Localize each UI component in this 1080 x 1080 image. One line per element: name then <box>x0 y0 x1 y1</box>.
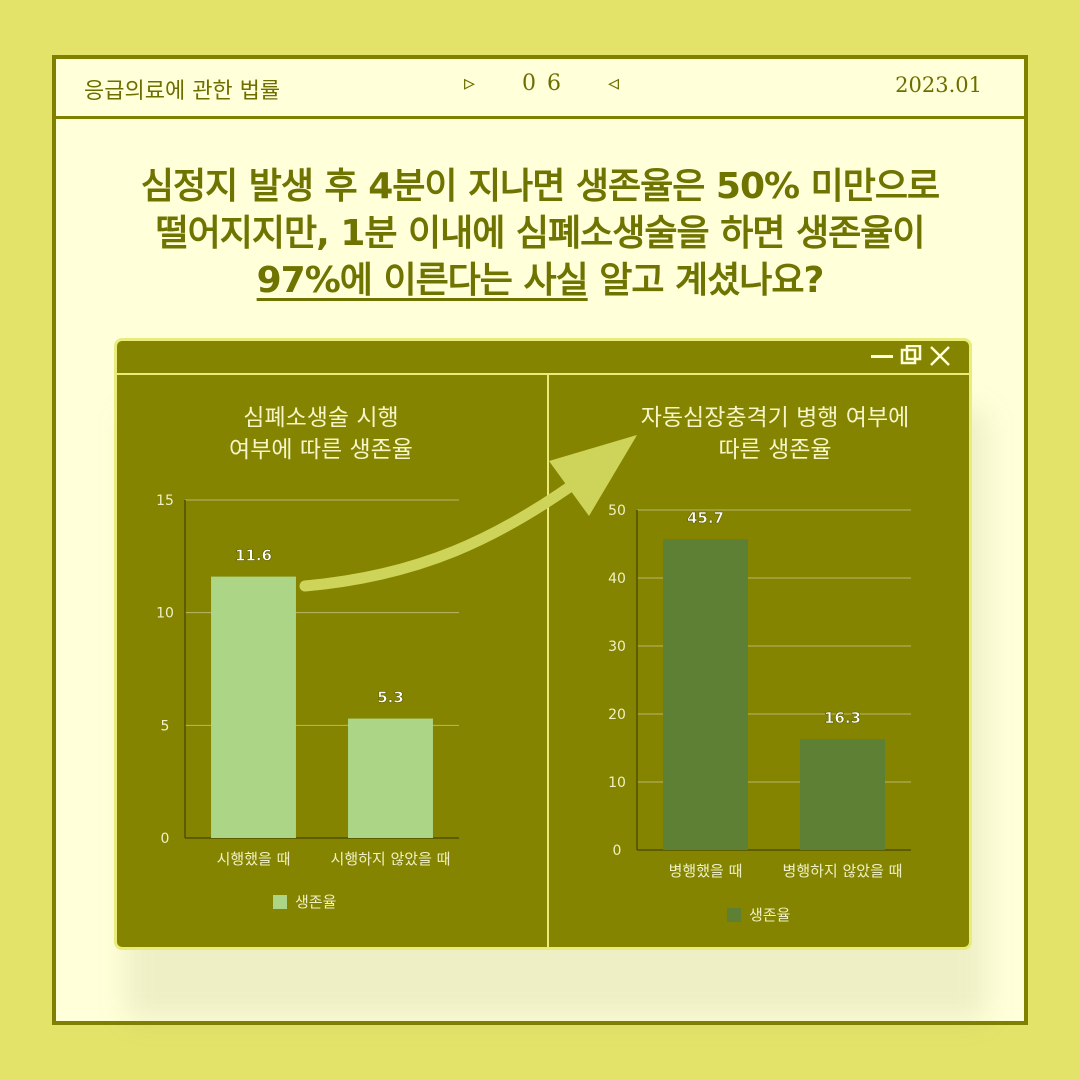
headline-line-1: 심정지 발생 후 4분이 지나면 생존율은 50% 미만으로 <box>140 166 940 207</box>
y-tick-label: 0 <box>161 831 170 847</box>
date-label: 2023.01 <box>895 73 982 97</box>
x-tick-label: 시행하지 않았을 때 <box>331 850 451 868</box>
chart-title-line: 여부에 따른 생존율 <box>229 437 413 463</box>
data-label: 45.7 <box>687 509 724 527</box>
legend-swatch <box>727 908 741 922</box>
x-tick-label: 시행했을 때 <box>217 850 291 868</box>
bar <box>211 576 296 838</box>
x-tick-label: 병행하지 않았을 때 <box>783 862 903 880</box>
data-label: 16.3 <box>824 709 861 727</box>
top-bar: 응급의료에 관한 법률 ▹ 0 6 ◃ 2023.01 <box>56 59 1024 119</box>
window-title-bar <box>117 341 969 375</box>
y-tick-label: 5 <box>161 718 170 734</box>
y-tick-label: 10 <box>608 775 626 791</box>
document-title: 응급의료에 관한 법률 <box>84 79 281 104</box>
y-tick-label: 30 <box>608 639 626 655</box>
legend-label: 생존율 <box>749 906 790 924</box>
bar <box>800 739 885 850</box>
page-indicator: ▹ 0 6 ◃ <box>456 71 629 96</box>
prev-arrow-icon[interactable]: ▹ <box>464 71 478 96</box>
headline-line-3-rest: 알고 계셨나요? <box>587 260 824 301</box>
headline-line-3: 97%에 이른다는 사실 알고 계셨나요? <box>56 257 1024 304</box>
restore-icon[interactable] <box>900 345 922 365</box>
window-controls <box>871 345 950 366</box>
y-tick-label: 50 <box>608 503 626 519</box>
close-icon[interactable] <box>930 346 950 366</box>
bar <box>663 539 748 850</box>
trend-arrow-icon <box>299 435 637 592</box>
page-number: 0 6 <box>522 71 564 96</box>
headline-line-2: 떨어지지만, 1분 이내에 심폐소생술을 하면 생존율이 <box>155 213 926 254</box>
bar <box>348 718 433 838</box>
y-tick-label: 40 <box>608 571 626 587</box>
headline-emphasis: 97%에 이른다는 사실 <box>256 260 589 301</box>
legend-label: 생존율 <box>295 893 336 911</box>
x-tick-label: 병행했을 때 <box>669 862 743 880</box>
y-tick-label: 0 <box>613 843 622 859</box>
data-label: 11.6 <box>235 547 272 565</box>
minimize-icon[interactable] <box>871 355 893 358</box>
next-arrow-icon[interactable]: ◃ <box>608 71 622 96</box>
legend: 생존율 <box>727 906 790 924</box>
chart-title-line: 따른 생존율 <box>718 437 831 463</box>
y-tick-label: 20 <box>608 707 626 723</box>
chart-divider <box>547 373 549 947</box>
chart-title-line: 심폐소생술 시행 <box>243 405 398 431</box>
legend: 생존율 <box>273 893 336 911</box>
card-frame: 응급의료에 관한 법률 ▹ 0 6 ◃ 2023.01 심정지 발생 후 4분이… <box>52 55 1028 1025</box>
legend-swatch <box>273 895 287 909</box>
y-tick-label: 15 <box>156 493 174 509</box>
chart-title-line: 자동심장충격기 병행 여부에 <box>641 405 910 431</box>
headline: 심정지 발생 후 4분이 지나면 생존율은 50% 미만으로 떨어지지만, 1분… <box>56 163 1024 304</box>
y-tick-label: 10 <box>156 606 174 622</box>
data-label: 5.3 <box>377 689 404 707</box>
